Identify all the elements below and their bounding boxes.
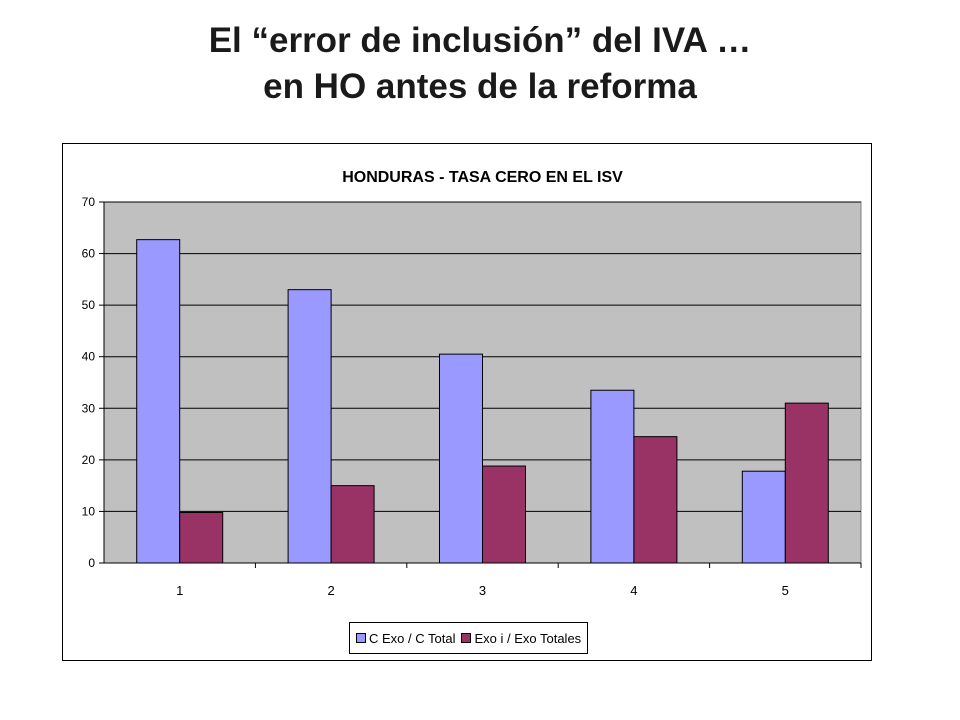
bar-series-1-cat-1 — [136, 239, 181, 564]
x-tick-label-1: 1 — [176, 583, 183, 598]
y-tick-label-20: 20 — [82, 453, 96, 467]
slide-title-line-1: El “error de inclusión” del IVA … — [208, 21, 752, 60]
bar-series-2-cat-2 — [330, 485, 375, 564]
bar-series-2-cat-3 — [482, 465, 526, 564]
bar-series-2-cat-4 — [633, 436, 678, 564]
bar-series-1-cat-3 — [439, 353, 483, 564]
bar-series-1-cat-4 — [590, 389, 635, 564]
y-tick-label-70: 70 — [82, 195, 96, 209]
legend-label-series-2: Exo i / Exo Totales — [474, 630, 582, 646]
legend-item-series-2: Exo i / Exo Totales — [461, 631, 581, 646]
y-tick-label-30: 30 — [82, 401, 96, 415]
y-tick-label-10: 10 — [82, 504, 96, 518]
x-tick-label-4: 4 — [630, 583, 637, 598]
bar-series-1-cat-5 — [741, 470, 786, 564]
legend-swatch-series-1 — [356, 633, 366, 643]
y-tick-label-50: 50 — [82, 298, 96, 312]
x-tick-label-3: 3 — [479, 583, 486, 598]
bar-series-2-cat-1 — [179, 511, 224, 564]
y-tick-label-0: 0 — [88, 556, 95, 570]
x-tick-label-2: 2 — [327, 583, 334, 598]
bar-series-1-cat-2 — [287, 289, 332, 564]
legend-item-series-1: C Exo / C Total — [356, 631, 455, 646]
y-tick-label-60: 60 — [82, 247, 96, 261]
slide-title-line-2: en HO antes de la reforma — [263, 67, 697, 106]
bar-series-2-cat-5 — [784, 402, 829, 564]
legend-label-series-1: C Exo / C Total — [369, 630, 456, 646]
y-tick-label-40: 40 — [82, 350, 96, 364]
chart-title: HONDURAS - TASA CERO EN EL ISV — [342, 169, 623, 186]
x-tick-label-5: 5 — [782, 583, 789, 598]
legend-swatch-series-2 — [461, 633, 472, 643]
chart-legend: C Exo / C Total Exo i / Exo Totales — [349, 622, 589, 654]
slide-title: El “error de inclusión” del IVA … en HO … — [0, 18, 960, 110]
